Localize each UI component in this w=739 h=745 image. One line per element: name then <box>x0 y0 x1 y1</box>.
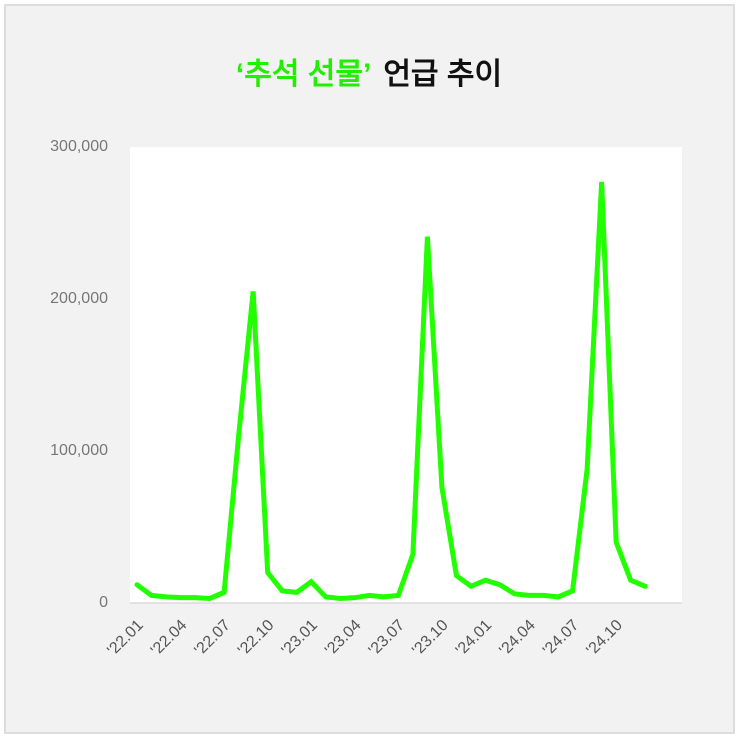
line <box>134 181 648 601</box>
chart-title-highlight: ‘추석 선물’ <box>236 58 371 91</box>
y-tick-label: 300,000 <box>50 138 108 155</box>
y-tick-label: 100,000 <box>50 442 108 459</box>
y-tick-label: 200,000 <box>50 290 108 307</box>
chart-title: 언급 추이 <box>383 58 502 91</box>
y-tick-label: 0 <box>99 594 108 611</box>
